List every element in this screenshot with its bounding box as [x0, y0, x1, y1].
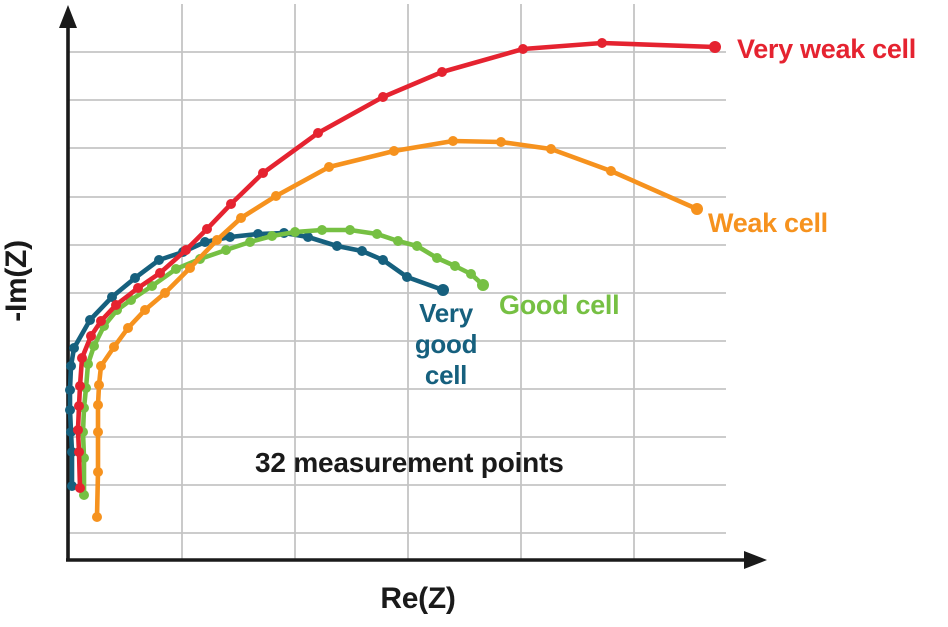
- data-point-very-weak-cell: [378, 92, 388, 102]
- data-point-weak-cell: [93, 467, 103, 477]
- y-axis-arrowhead-icon: [59, 5, 77, 28]
- data-point-very-good-cell: [357, 246, 367, 256]
- data-point-good-cell: [171, 264, 181, 274]
- data-point-good-cell: [345, 225, 355, 235]
- data-point-very-good-cell: [303, 232, 313, 242]
- data-point-very-weak-cell: [597, 38, 607, 48]
- data-point-weak-cell: [96, 361, 106, 371]
- x-axis-label: Re(Z): [380, 582, 455, 615]
- data-point-very-good-cell: [154, 255, 164, 265]
- data-point-good-cell: [89, 341, 99, 351]
- data-point-good-cell: [466, 269, 476, 279]
- data-point-good-cell: [432, 253, 442, 263]
- data-series: [65, 38, 721, 522]
- data-point-very-weak-cell: [258, 168, 268, 178]
- labels: Very weak cell Weak cell Good cell Very …: [0, 34, 916, 615]
- data-point-good-cell: [412, 241, 422, 251]
- series-label-very-weak-cell: Very weak cell: [737, 34, 916, 64]
- series-good-cell: [78, 225, 489, 500]
- data-point-very-good-cell: [130, 273, 140, 283]
- data-point-weak-cell: [109, 342, 119, 352]
- series-line-very-good-cell: [67, 230, 446, 489]
- data-point-very-weak-cell: [709, 41, 721, 53]
- data-point-weak-cell: [185, 263, 195, 273]
- series-weak-cell: [92, 136, 703, 522]
- data-point-weak-cell: [236, 213, 246, 223]
- data-point-very-good-cell: [402, 272, 412, 282]
- data-point-very-weak-cell: [437, 67, 447, 77]
- series-very-weak-cell: [73, 38, 721, 493]
- data-point-good-cell: [393, 236, 403, 246]
- data-point-very-good-cell: [253, 229, 263, 239]
- data-point-very-weak-cell: [77, 353, 87, 363]
- data-point-good-cell: [450, 261, 460, 271]
- data-point-very-weak-cell: [86, 331, 96, 341]
- data-point-weak-cell: [691, 203, 703, 215]
- data-point-good-cell: [245, 237, 255, 247]
- data-point-very-good-cell: [67, 447, 77, 457]
- data-point-very-weak-cell: [133, 283, 143, 293]
- data-point-weak-cell: [212, 235, 222, 245]
- data-point-good-cell: [317, 225, 327, 235]
- data-point-weak-cell: [546, 144, 556, 154]
- data-point-very-weak-cell: [111, 300, 121, 310]
- data-point-very-good-cell: [332, 241, 342, 251]
- data-point-good-cell: [221, 245, 231, 255]
- data-point-weak-cell: [123, 323, 133, 333]
- data-point-weak-cell: [92, 512, 102, 522]
- data-point-good-cell: [147, 281, 157, 291]
- data-point-weak-cell: [606, 166, 616, 176]
- data-point-weak-cell: [496, 137, 506, 147]
- x-axis-arrowhead-icon: [744, 551, 767, 569]
- data-point-good-cell: [372, 229, 382, 239]
- annotation-measurement-points: 32 measurement points: [255, 447, 564, 478]
- data-point-very-weak-cell: [226, 199, 236, 209]
- series-label-very-good-cell-line-3: cell: [425, 360, 467, 390]
- data-point-good-cell: [477, 279, 489, 291]
- data-point-very-good-cell: [65, 385, 75, 395]
- data-point-very-weak-cell: [75, 381, 85, 391]
- data-point-very-good-cell: [67, 481, 77, 491]
- data-point-very-weak-cell: [518, 44, 528, 54]
- data-point-weak-cell: [140, 305, 150, 315]
- data-point-very-weak-cell: [74, 447, 84, 457]
- data-point-weak-cell: [93, 400, 103, 410]
- data-point-weak-cell: [448, 136, 458, 146]
- series-very-good-cell: [65, 228, 449, 491]
- series-label-good-cell: Good cell: [499, 290, 619, 320]
- data-point-very-good-cell: [437, 284, 449, 296]
- data-point-very-weak-cell: [181, 245, 191, 255]
- series-label-weak-cell: Weak cell: [708, 208, 828, 238]
- axes: [59, 5, 767, 569]
- data-point-very-weak-cell: [73, 425, 83, 435]
- data-point-very-weak-cell: [155, 268, 165, 278]
- data-point-weak-cell: [160, 288, 170, 298]
- data-point-weak-cell: [389, 146, 399, 156]
- series-label-very-good-cell-line-2: good: [415, 329, 477, 359]
- data-point-very-weak-cell: [202, 224, 212, 234]
- data-point-very-good-cell: [378, 255, 388, 265]
- data-point-good-cell: [290, 227, 300, 237]
- data-point-weak-cell: [94, 380, 104, 390]
- data-point-very-good-cell: [107, 292, 117, 302]
- data-point-weak-cell: [93, 427, 103, 437]
- data-point-weak-cell: [324, 162, 334, 172]
- data-point-very-good-cell: [85, 315, 95, 325]
- data-point-good-cell: [267, 231, 277, 241]
- data-point-weak-cell: [271, 191, 281, 201]
- data-point-very-weak-cell: [96, 316, 106, 326]
- series-label-very-good-cell: Very good cell: [415, 298, 478, 390]
- y-axis-label: -Im(Z): [0, 240, 33, 322]
- data-point-very-weak-cell: [74, 401, 84, 411]
- data-point-very-weak-cell: [313, 128, 323, 138]
- series-label-very-good-cell-line-1: Very: [419, 298, 474, 328]
- data-point-very-good-cell: [69, 343, 79, 353]
- data-point-very-weak-cell: [75, 483, 85, 493]
- data-point-very-good-cell: [65, 405, 75, 415]
- data-point-very-good-cell: [200, 237, 210, 247]
- data-point-very-good-cell: [225, 232, 235, 242]
- data-point-very-good-cell: [66, 361, 76, 371]
